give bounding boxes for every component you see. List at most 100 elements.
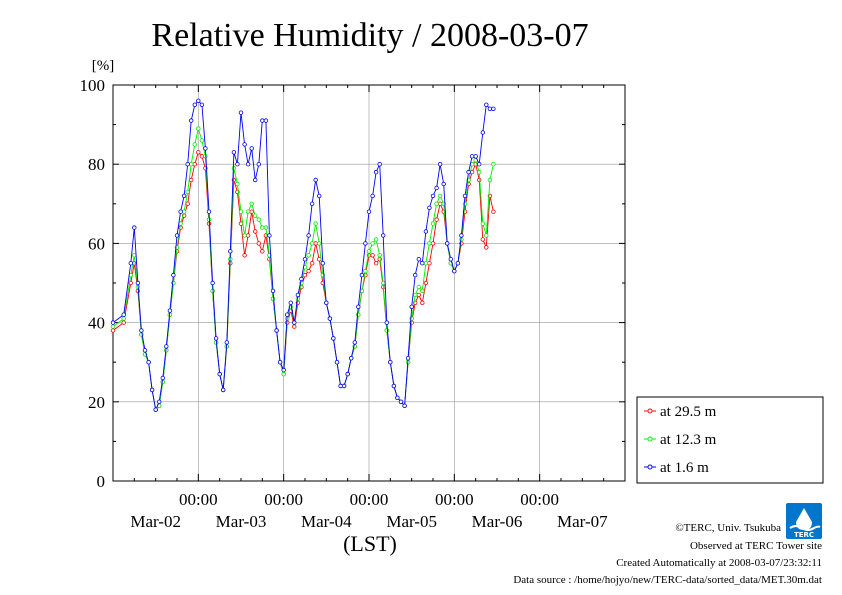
data-point bbox=[260, 225, 265, 230]
data-point bbox=[452, 268, 457, 274]
data-point bbox=[238, 209, 244, 214]
data-point bbox=[146, 360, 151, 365]
data-point bbox=[480, 130, 485, 135]
x-time-label: 00:00 bbox=[520, 490, 559, 509]
data-point bbox=[199, 138, 205, 143]
x-time-label: 00:00 bbox=[179, 490, 218, 509]
y-tick-label: 60 bbox=[88, 234, 105, 253]
data-point bbox=[363, 241, 368, 246]
x-date-label: Mar-03 bbox=[216, 512, 267, 531]
data-point bbox=[391, 383, 397, 389]
logo-text: TERC bbox=[794, 531, 814, 539]
data-point bbox=[245, 161, 251, 167]
data-point bbox=[484, 102, 489, 107]
data-point bbox=[292, 320, 297, 325]
data-point bbox=[231, 150, 237, 155]
data-point bbox=[295, 292, 301, 298]
data-point bbox=[242, 253, 247, 258]
data-point bbox=[338, 383, 343, 389]
data-point bbox=[285, 312, 290, 317]
footer-created: Created Automatically at 2008-03-07/23:3… bbox=[616, 557, 822, 569]
data-point bbox=[420, 288, 425, 294]
data-point bbox=[317, 193, 322, 199]
data-point bbox=[420, 261, 425, 266]
data-point bbox=[327, 316, 333, 321]
x-time-label: 00:00 bbox=[264, 490, 303, 509]
chart-title: Relative Humidity / 2008-03-07 bbox=[151, 17, 588, 54]
data-point bbox=[192, 102, 197, 107]
data-point bbox=[455, 261, 461, 266]
data-point bbox=[317, 241, 322, 246]
data-point bbox=[398, 399, 404, 404]
legend-label: at 12.3 m bbox=[660, 432, 717, 448]
data-point bbox=[313, 221, 318, 226]
data-point bbox=[110, 324, 116, 329]
data-point bbox=[228, 249, 233, 254]
data-point bbox=[334, 360, 340, 365]
x-time-label: 00:00 bbox=[350, 490, 389, 509]
data-point bbox=[430, 193, 436, 199]
data-point bbox=[466, 169, 471, 175]
data-point bbox=[430, 221, 436, 226]
data-point bbox=[252, 177, 258, 183]
data-point bbox=[384, 320, 389, 325]
data-point bbox=[356, 304, 361, 309]
data-point bbox=[181, 193, 187, 199]
data-point bbox=[373, 169, 379, 175]
legend-swatch-marker bbox=[647, 464, 653, 470]
y-tick-label: 80 bbox=[88, 155, 105, 174]
data-point bbox=[413, 272, 418, 278]
data-point bbox=[437, 161, 443, 167]
data-point bbox=[238, 110, 244, 115]
data-point bbox=[427, 205, 432, 210]
data-point bbox=[188, 161, 194, 167]
data-point bbox=[448, 257, 453, 262]
data-point bbox=[231, 165, 237, 171]
data-point bbox=[121, 316, 126, 321]
data-point bbox=[313, 241, 318, 246]
data-point bbox=[110, 320, 116, 325]
data-point bbox=[206, 209, 212, 214]
data-point bbox=[491, 106, 496, 111]
data-point bbox=[281, 371, 286, 377]
footer-copyright: ©TERC, Univ. Tsukuba bbox=[675, 522, 781, 534]
data-point bbox=[359, 272, 365, 278]
data-point bbox=[128, 261, 133, 266]
data-point bbox=[192, 161, 197, 167]
x-date-label: Mar-07 bbox=[557, 512, 608, 531]
data-point bbox=[366, 249, 372, 254]
data-point bbox=[469, 154, 475, 159]
data-point bbox=[441, 181, 446, 187]
data-point bbox=[427, 261, 432, 266]
data-point bbox=[430, 241, 436, 246]
data-point bbox=[459, 233, 464, 238]
data-point bbox=[363, 268, 368, 274]
x-date-label: Mar-04 bbox=[301, 512, 352, 531]
data-point bbox=[480, 221, 485, 226]
data-point bbox=[477, 169, 482, 175]
data-point bbox=[235, 181, 240, 187]
data-point bbox=[402, 403, 407, 408]
data-point bbox=[135, 280, 141, 286]
data-point bbox=[121, 312, 126, 317]
data-point bbox=[196, 150, 201, 155]
data-point bbox=[213, 336, 219, 341]
data-point bbox=[260, 249, 265, 254]
data-point bbox=[381, 233, 386, 238]
x-date-label: Mar-05 bbox=[386, 512, 437, 531]
data-point bbox=[281, 367, 286, 373]
data-point bbox=[188, 118, 194, 123]
water-drop-icon bbox=[796, 508, 812, 530]
data-point bbox=[171, 272, 176, 278]
x-axis-title: (LST) bbox=[343, 531, 397, 556]
data-point bbox=[306, 233, 311, 238]
data-point bbox=[270, 288, 276, 294]
legend-label: at 29.5 m bbox=[660, 404, 717, 420]
data-point bbox=[299, 276, 304, 282]
data-point bbox=[203, 146, 208, 151]
data-point bbox=[309, 261, 315, 266]
data-point bbox=[174, 233, 180, 238]
data-point bbox=[434, 185, 439, 191]
legend-label: at 1.6 m bbox=[660, 460, 709, 476]
data-point bbox=[256, 241, 261, 246]
